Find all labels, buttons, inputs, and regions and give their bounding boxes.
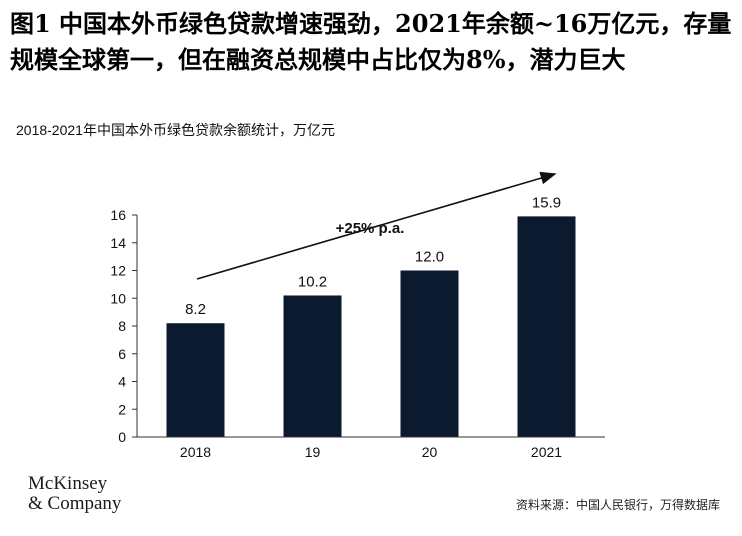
y-tick-label: 4 [118, 374, 126, 390]
bar-value-label: 15.9 [532, 194, 561, 211]
bar-2018 [166, 323, 225, 437]
source-note: 资料来源：中国人民银行，万得数据库 [515, 498, 720, 512]
y-tick-label: 16 [110, 207, 126, 223]
bar-value-label: 10.2 [298, 273, 327, 290]
x-tick-label: 20 [422, 444, 438, 460]
bar-value-label: 8.2 [185, 301, 206, 318]
logo-line-2: & Company [28, 493, 122, 514]
x-tick-label: 2021 [531, 444, 562, 460]
bar-20 [400, 270, 459, 437]
y-tick-label: 12 [110, 263, 126, 279]
mckinsey-logo: McKinsey & Company [28, 474, 121, 514]
y-axis: 0 2 4 6 8 10 12 14 16 [110, 207, 138, 445]
y-tick-label: 2 [118, 401, 126, 417]
y-tick-label: 6 [118, 346, 126, 362]
x-axis: 2018 19 20 2021 [137, 436, 605, 460]
bar-value-label: 12.0 [415, 249, 444, 266]
y-tick-label: 8 [118, 318, 126, 334]
x-tick-label: 2018 [180, 444, 211, 460]
growth-rate-annotation: +25% p.a. [336, 220, 405, 237]
chart-headline: 图1 中国本外币绿色贷款增速强劲，2021年余额~16万亿元，存量规模全球第一，… [10, 9, 732, 74]
logo-line-1: McKinsey [28, 473, 108, 494]
chart-subtitle: 2018-2021年中国本外币绿色贷款余额统计，万亿元 [16, 122, 335, 138]
bars: 8.2 10.2 12.0 15.9 [166, 194, 576, 437]
x-tick-label: 19 [305, 444, 321, 460]
bar-2021 [517, 216, 576, 437]
y-tick-label: 14 [110, 235, 126, 251]
bar-19 [283, 295, 342, 437]
growth-trend-arrow [196, 171, 557, 280]
y-tick-label: 0 [118, 429, 126, 445]
y-tick-label: 10 [110, 290, 126, 306]
